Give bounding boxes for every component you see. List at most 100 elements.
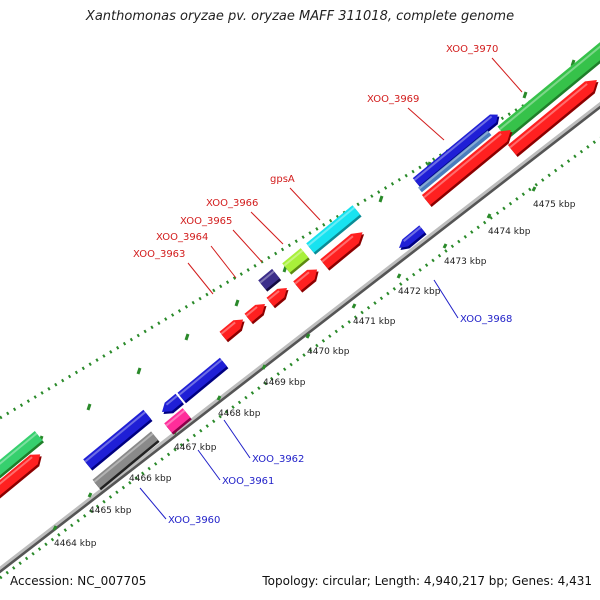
gene-label-xoo-3969[interactable]: XOO_3969 <box>367 94 419 105</box>
gene-xoo-3960-highlight <box>93 432 154 483</box>
gene-red-right-2[interactable] <box>421 130 511 205</box>
kbp-tick-mark <box>442 243 448 249</box>
gene-red-mid-2-highlight <box>294 271 310 285</box>
outer-tick-mark <box>136 367 142 375</box>
gene-label-xoo-3968[interactable]: XOO_3968 <box>460 314 512 325</box>
kbp-tick-mark <box>486 213 492 219</box>
outer-tick-mark <box>184 333 190 341</box>
kbp-tick-label: 4474 kbp <box>488 227 531 237</box>
gene-red-mid-1-highlight <box>321 235 354 263</box>
kbp-tick-mark <box>52 525 58 531</box>
kbp-tick-label: 4470 kbp <box>307 347 350 357</box>
gene-xoo-3969-highlight <box>413 115 493 181</box>
gene-label-xoo-3970[interactable]: XOO_3970 <box>446 44 498 55</box>
kbp-tick-label: 4471 kbp <box>353 317 396 327</box>
gene-red-right-2-highlight <box>423 133 502 199</box>
gene-label-xoo-3964[interactable]: XOO_3964 <box>156 232 208 243</box>
gene-label-xoo-3963[interactable]: XOO_3963 <box>133 249 185 260</box>
kbp-tick-label: 4468 kbp <box>218 409 261 419</box>
kbp-tick-mark <box>261 364 267 370</box>
kbp-tick-label: 4475 kbp <box>533 200 576 210</box>
gene-green-left-highlight <box>0 432 38 465</box>
gene-xoo-3968[interactable] <box>399 225 425 248</box>
kbp-tick-label: 4464 kbp <box>54 539 97 549</box>
gene-gpsa[interactable] <box>306 205 361 253</box>
leader-xoo-3962 <box>223 419 251 459</box>
gene-label-gpsa[interactable]: gpsA <box>270 174 295 185</box>
gene-red-mid-3-highlight <box>245 306 258 317</box>
gene-xoo-3965-highlight <box>259 270 275 284</box>
accession-label: Accession: NC_007705 <box>10 574 147 588</box>
outer-tick-mark <box>378 195 384 203</box>
gene-xoo-3968-highlight <box>403 226 422 242</box>
gene-xoo-3964-highlight <box>267 290 280 301</box>
leader-xoo-3961 <box>197 449 221 481</box>
gene-blue-low-1-highlight <box>178 359 223 396</box>
leader-xoo-3969 <box>407 107 445 141</box>
gene-red-mid-3[interactable] <box>244 304 266 323</box>
kbp-tick-mark <box>305 333 311 339</box>
leader-xoo-3970 <box>491 57 523 93</box>
outer-tick-mark <box>522 91 528 99</box>
gene-red-mid-1[interactable] <box>320 232 363 269</box>
gene-xoo-3969-sub[interactable] <box>418 130 492 193</box>
outer-tick-mark <box>86 403 92 411</box>
gene-label-xoo-3960[interactable]: XOO_3960 <box>168 515 220 526</box>
outer-dotted-guide <box>0 58 600 420</box>
kbp-tick-mark <box>531 186 537 192</box>
gene-red-left[interactable] <box>0 454 41 508</box>
gene-label-xoo-3965[interactable]: XOO_3965 <box>180 216 232 227</box>
gene-xoo-3960[interactable] <box>92 431 159 489</box>
kbp-tick-label: 4472 kbp <box>398 287 441 297</box>
leader-xoo-3963 <box>187 262 214 295</box>
gene-label-xoo-3961[interactable]: XOO_3961 <box>222 476 274 487</box>
gene-xoo-3966-highlight <box>283 249 304 267</box>
backbone-shadow <box>0 102 600 574</box>
kbp-tick-label: 4465 kbp <box>89 506 132 516</box>
gene-xoo-3970[interactable] <box>497 38 600 138</box>
backbone <box>0 101 600 571</box>
gene-xoo-3969-sub-highlight <box>418 130 490 190</box>
leader-xoo-3968 <box>433 279 459 319</box>
gene-xoo-3966[interactable] <box>282 248 309 273</box>
leader-xoo-3964 <box>210 245 237 279</box>
gene-blue-low-2-highlight <box>165 395 178 406</box>
gene-label-xoo-3966[interactable]: XOO_3966 <box>206 198 258 209</box>
gene-xoo-3969[interactable] <box>412 114 498 186</box>
gene-blue-low-1[interactable] <box>177 357 227 402</box>
gene-xoo-3963-highlight <box>220 321 236 335</box>
genome-summary: Topology: circular; Length: 4,940,217 bp… <box>262 574 592 588</box>
gene-xoo-3964[interactable] <box>266 288 288 307</box>
gene-red-right-1[interactable] <box>507 80 597 155</box>
gene-xoo-3970-highlight <box>499 45 600 131</box>
gene-blue-low-2[interactable] <box>162 393 183 412</box>
gene-red-right-1-highlight <box>509 83 588 149</box>
gene-xoo-3961[interactable] <box>83 409 151 469</box>
gene-label-xoo-3962[interactable]: XOO_3962 <box>252 454 304 465</box>
kbp-tick-mark <box>87 492 93 498</box>
kbp-tick-mark <box>216 395 222 401</box>
gene-red-mid-2[interactable] <box>293 269 318 291</box>
kbp-tick-label: 4473 kbp <box>444 257 487 267</box>
gene-xoo-3963[interactable] <box>219 319 244 341</box>
gene-xoo-3961-highlight <box>84 411 146 463</box>
gene-gpsa-highlight <box>307 206 356 247</box>
kbp-tick-mark <box>396 273 402 279</box>
kbp-tick-label: 4466 kbp <box>129 474 172 484</box>
gene-xoo-3965[interactable] <box>258 268 280 290</box>
map-title: Xanthomonas oryzae pv. oryzae MAFF 31101… <box>85 9 515 24</box>
outer-tick-mark <box>234 299 240 307</box>
gene-xoo-3962-highlight <box>165 409 186 427</box>
leader-gpsa <box>289 187 321 221</box>
gene-green-left[interactable] <box>0 431 43 489</box>
gene-red-left-highlight <box>0 456 33 485</box>
leader-xoo-3965 <box>232 229 263 263</box>
kbp-tick-label: 4469 kbp <box>263 378 306 388</box>
gene-xoo-3962[interactable] <box>164 408 191 433</box>
leader-xoo-3960 <box>139 487 167 520</box>
kbp-tick-mark <box>351 303 357 309</box>
leader-xoo-3966 <box>250 211 284 245</box>
kbp-tick-label: 4467 kbp <box>174 443 217 453</box>
